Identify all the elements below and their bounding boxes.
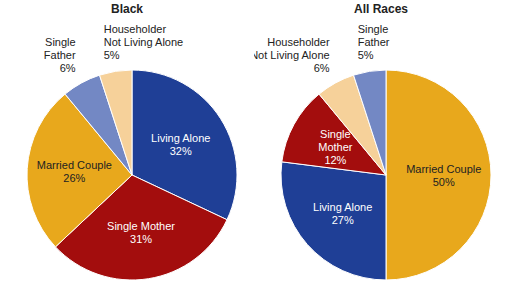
- html-text:All Races: All Races: [354, 2, 408, 16]
- svg-text:Living Alone27%: Living Alone27%: [313, 201, 372, 226]
- svg-text:HouseholderNot Living Alone6%: HouseholderNot Living Alone6%: [254, 36, 330, 74]
- svg-text:Living Alone32%: Living Alone32%: [151, 132, 210, 157]
- html-text:Black: Black: [111, 2, 143, 16]
- svg-text:SingleFather6%: SingleFather6%: [44, 36, 76, 74]
- svg-text:SingleMother12%: SingleMother12%: [318, 128, 353, 166]
- svg-text:Married Couple50%: Married Couple50%: [406, 163, 481, 188]
- svg-text:SingleFather5%: SingleFather5%: [358, 23, 390, 61]
- svg-text:HouseholderNot Living Alone5%: HouseholderNot Living Alone5%: [104, 23, 184, 61]
- svg-text:Married Couple26%: Married Couple26%: [37, 159, 112, 184]
- svg-text:Single Mother31%: Single Mother31%: [107, 220, 175, 245]
